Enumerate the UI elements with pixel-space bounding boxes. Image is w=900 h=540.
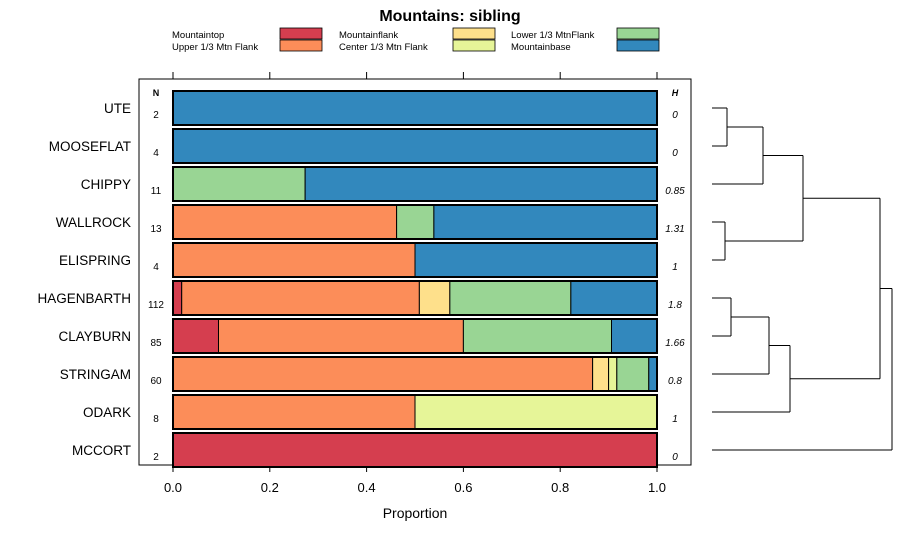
bar-segment bbox=[418, 280, 451, 316]
bar-segment bbox=[172, 204, 398, 240]
category-label: WALLROCK bbox=[56, 215, 131, 230]
bar-segment bbox=[172, 432, 658, 468]
n-column-header: N bbox=[153, 88, 160, 98]
legend-swatch bbox=[279, 39, 323, 52]
bar-segment bbox=[611, 318, 658, 354]
bar-outline bbox=[172, 166, 658, 202]
category-label: MOOSEFLAT bbox=[49, 139, 131, 154]
category-label: CLAYBURN bbox=[58, 329, 131, 344]
h-value: 1.31 bbox=[665, 224, 684, 235]
bar-segment bbox=[304, 166, 658, 202]
x-axis-label: Proportion bbox=[383, 505, 448, 521]
bar-segment bbox=[592, 356, 610, 392]
legend-label: Center 1/3 Mtn Flank bbox=[339, 42, 428, 53]
bar-outline bbox=[172, 280, 658, 316]
bar-outline bbox=[172, 204, 658, 240]
n-value: 2 bbox=[153, 452, 159, 463]
bar-outline bbox=[172, 356, 658, 392]
h-value: 1 bbox=[672, 414, 678, 425]
legend-label: Mountainbase bbox=[511, 42, 571, 53]
bar-segment bbox=[414, 242, 658, 278]
h-value: 0.85 bbox=[665, 186, 685, 197]
bar-outline bbox=[172, 432, 658, 468]
legend-swatch bbox=[452, 27, 496, 40]
n-value: 112 bbox=[148, 300, 164, 311]
bar-segment bbox=[616, 356, 650, 392]
n-value: 8 bbox=[153, 414, 159, 425]
bar-segment bbox=[462, 318, 613, 354]
bar-segment bbox=[414, 394, 658, 430]
chart-title: Mountains: sibling bbox=[379, 8, 520, 25]
bar-outline bbox=[172, 242, 658, 278]
bar-segment bbox=[396, 204, 435, 240]
n-value: 2 bbox=[153, 110, 159, 121]
x-tick-label: 1.0 bbox=[648, 480, 666, 495]
bar-segment bbox=[433, 204, 658, 240]
category-label: STRINGAM bbox=[60, 367, 131, 382]
legend-swatch bbox=[616, 39, 660, 52]
legend: Mountaintop Mountainflank Lower 1/3 MtnFla… bbox=[172, 27, 660, 53]
category-label: ODARK bbox=[83, 405, 131, 420]
legend-label: Upper 1/3 Mtn Flank bbox=[172, 42, 258, 53]
h-value: 1.66 bbox=[665, 338, 685, 349]
category-label: HAGENBARTH bbox=[37, 291, 131, 306]
bar-segment bbox=[608, 356, 618, 392]
legend-label: Mountaintop bbox=[172, 30, 224, 41]
x-tick-label: 0.4 bbox=[358, 480, 376, 495]
legend-label: Lower 1/3 MtnFlank bbox=[511, 30, 595, 41]
n-value: 4 bbox=[153, 262, 159, 273]
bar-segment bbox=[172, 128, 658, 164]
category-label: MCCORT bbox=[72, 443, 131, 458]
legend-swatch bbox=[279, 27, 323, 40]
n-value: 13 bbox=[150, 224, 162, 235]
bar-segment bbox=[172, 394, 416, 430]
n-value: 11 bbox=[151, 186, 162, 197]
h-value: 1.8 bbox=[668, 300, 682, 311]
bar-segment bbox=[172, 356, 594, 392]
h-value: 0 bbox=[672, 148, 678, 159]
h-value: 0 bbox=[672, 110, 678, 121]
h-value: 0.8 bbox=[668, 376, 682, 387]
x-tick-label: 0.6 bbox=[454, 480, 472, 495]
bar-segment bbox=[172, 166, 306, 202]
x-tick-label: 0.8 bbox=[551, 480, 569, 495]
legend-swatch bbox=[616, 27, 660, 40]
bar-segment bbox=[217, 318, 464, 354]
bar-outline bbox=[172, 318, 658, 354]
n-value: 85 bbox=[150, 338, 162, 349]
h-value: 1 bbox=[672, 262, 678, 273]
dendrogram bbox=[712, 107, 893, 451]
category-label: CHIPPY bbox=[81, 177, 131, 192]
bar-segment bbox=[181, 280, 420, 316]
bar-segment bbox=[172, 318, 219, 354]
bar-segment bbox=[570, 280, 658, 316]
h-column-header: H bbox=[672, 88, 679, 98]
legend-label: Mountainflank bbox=[339, 30, 398, 41]
bar-segment bbox=[648, 356, 658, 392]
category-label: ELISPRING bbox=[59, 253, 131, 268]
bar-outline bbox=[172, 128, 658, 164]
bar-segment bbox=[172, 90, 658, 126]
x-tick-label: 0.0 bbox=[164, 480, 182, 495]
h-value: 0 bbox=[672, 452, 678, 463]
bar-segment bbox=[449, 280, 572, 316]
bar-segment bbox=[172, 242, 416, 278]
legend-swatch bbox=[452, 39, 496, 52]
bar-outline bbox=[172, 90, 658, 126]
bar-outline bbox=[172, 394, 658, 430]
x-tick-label: 0.2 bbox=[261, 480, 279, 495]
n-value: 60 bbox=[150, 376, 162, 387]
bar-segment bbox=[172, 280, 183, 316]
category-label: UTE bbox=[104, 101, 131, 116]
n-value: 4 bbox=[153, 148, 159, 159]
